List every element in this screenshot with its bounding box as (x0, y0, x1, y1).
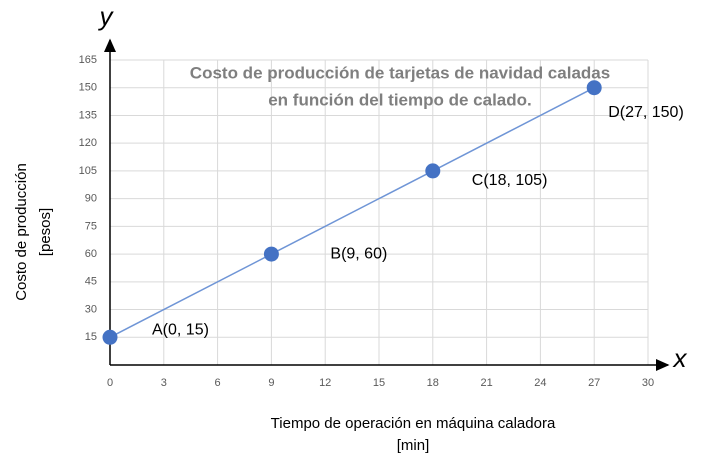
y-tick-label: 45 (85, 276, 97, 288)
x-tick-label: 24 (534, 377, 546, 389)
series-line (109, 87, 595, 338)
x-tick-label: 27 (588, 377, 600, 389)
point-label: B(9, 60) (330, 245, 387, 262)
y-tick-label: 90 (85, 193, 97, 205)
x-axis-label: Tiempo de operación en máquina caladora (271, 415, 556, 432)
y-axis-letter: y (98, 1, 115, 31)
x-tick-label: 12 (319, 377, 331, 389)
chart-title: en función del tiempo de calado. (268, 90, 532, 109)
x-tick-label: 15 (373, 377, 385, 389)
y-tick-label: 15 (85, 331, 97, 343)
point-label: C(18, 105) (472, 172, 548, 189)
x-tick-label: 3 (161, 377, 167, 389)
data-point (263, 246, 279, 262)
point-label: A(0, 15) (152, 321, 209, 338)
y-axis-label: Costo de producción (13, 163, 30, 301)
y-tick-label: 105 (79, 165, 97, 177)
point-label: D(27, 150) (608, 104, 684, 121)
y-tick-label: 75 (85, 220, 97, 232)
data-point (586, 80, 602, 96)
y-tick-label: 165 (79, 54, 97, 66)
x-tick-label: 30 (642, 377, 654, 389)
x-tick-label: 6 (215, 377, 221, 389)
x-tick-label: 21 (480, 377, 492, 389)
y-axis-label: [pesos] (37, 208, 54, 256)
x-tick-label: 0 (107, 377, 113, 389)
x-axis-letter: x (672, 343, 688, 373)
chart-title: Costo de producción de tarjetas de navid… (190, 63, 610, 82)
x-tick-label: 9 (268, 377, 274, 389)
y-tick-label: 135 (79, 109, 97, 121)
data-point (102, 329, 118, 345)
x-axis-label: [min] (397, 437, 430, 454)
data-point (425, 163, 441, 179)
y-tick-label: 150 (79, 82, 97, 94)
y-tick-label: 120 (79, 137, 97, 149)
y-tick-label: 60 (85, 248, 97, 260)
y-tick-label: 30 (85, 303, 97, 315)
x-tick-label: 18 (427, 377, 439, 389)
